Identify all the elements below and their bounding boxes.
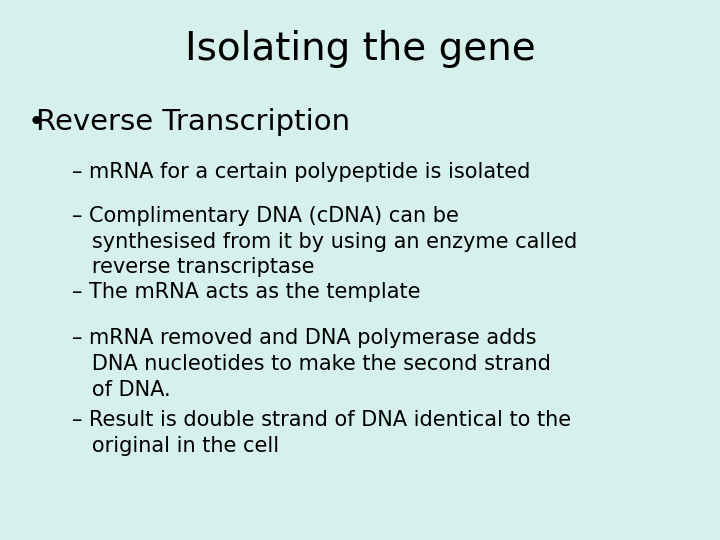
Text: – mRNA for a certain polypeptide is isolated: – mRNA for a certain polypeptide is isol… (72, 162, 531, 182)
Text: – Result is double strand of DNA identical to the
   original in the cell: – Result is double strand of DNA identic… (72, 410, 571, 456)
Text: – Complimentary DNA (cDNA) can be
   synthesised from it by using an enzyme call: – Complimentary DNA (cDNA) can be synthe… (72, 206, 577, 278)
Text: – The mRNA acts as the template: – The mRNA acts as the template (72, 282, 420, 302)
Text: Isolating the gene: Isolating the gene (184, 30, 536, 68)
Text: •: • (27, 108, 45, 136)
Text: – mRNA removed and DNA polymerase adds
   DNA nucleotides to make the second str: – mRNA removed and DNA polymerase adds D… (72, 328, 551, 400)
Text: Reverse Transcription: Reverse Transcription (36, 108, 350, 136)
